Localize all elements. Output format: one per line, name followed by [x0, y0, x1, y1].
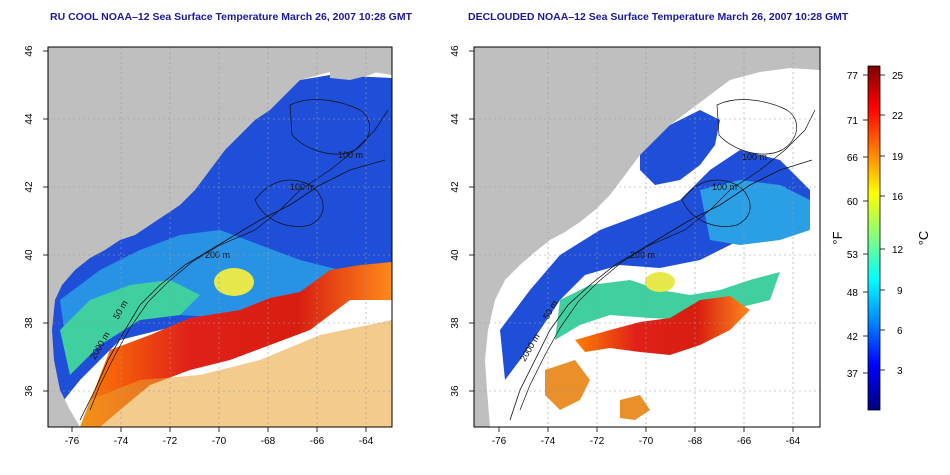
left-y-tick: 38	[24, 317, 35, 329]
left-y-tick: 46	[24, 45, 35, 57]
right-contour-deep	[509, 159, 813, 421]
left-y-tick: 42	[24, 181, 35, 193]
left-x-tick: -70	[212, 436, 227, 447]
left-y-tick-labels: 36 38 40 42 44 46	[24, 45, 35, 397]
left-contour-label: 100 m	[338, 150, 363, 160]
colorbar-celsius-ticks: 25 22 19 16 12 9 6 3	[892, 71, 904, 377]
fahrenheit-tick: 71	[847, 116, 859, 127]
fahrenheit-tick: 37	[847, 369, 859, 380]
right-contour-label: 100 m	[742, 152, 767, 162]
left-gulf-stream	[80, 262, 392, 427]
fahrenheit-tick: 48	[847, 288, 859, 299]
fahrenheit-tick: 60	[847, 197, 859, 208]
right-contour-label: 200 m	[630, 250, 655, 260]
right-contour-bank	[681, 179, 751, 227]
right-map-title: DECLOUDED NOAA–12 Sea Surface Temperatur…	[468, 11, 849, 23]
left-map-title: RU COOL NOAA–12 Sea Surface Temperature …	[50, 11, 413, 23]
left-x-tick: -74	[114, 436, 129, 447]
right-y-tick: 44	[450, 113, 461, 125]
celsius-tick: 19	[892, 152, 904, 163]
left-mid-water	[60, 230, 392, 370]
left-x-tick: -72	[163, 436, 178, 447]
right-land	[474, 47, 820, 427]
celsius-label: °C	[916, 231, 931, 246]
colorbar-gradient	[867, 65, 881, 411]
left-x-tick: -64	[359, 436, 374, 447]
left-contour-label: 100 m	[290, 182, 315, 192]
fahrenheit-label: °F	[830, 231, 845, 244]
right-map: 100 m 100 m 200 m 50 m 2000 m -76 -74	[450, 45, 821, 447]
left-axis-ticks	[43, 50, 367, 432]
right-x-tick: -68	[688, 436, 703, 447]
left-contour-bank	[254, 179, 324, 227]
left-land	[48, 47, 392, 427]
left-contour-label: 200 m	[205, 250, 230, 260]
right-x-tick-labels: -76 -74 -72 -70 -68 -66 -64	[492, 436, 801, 447]
left-grid	[48, 47, 392, 427]
fahrenheit-tick: 66	[847, 153, 859, 164]
right-grid	[474, 47, 820, 427]
right-x-tick: -66	[737, 436, 752, 447]
left-map: 100 m 100 m 200 m 50 m 2000 m -76	[24, 45, 393, 447]
left-y-tick: 36	[24, 385, 35, 397]
right-mid-water	[700, 180, 810, 245]
celsius-tick: 12	[892, 245, 904, 256]
right-warm-patch	[620, 395, 650, 420]
right-contour-gulf	[716, 99, 797, 155]
left-y-tick: 40	[24, 249, 35, 261]
fahrenheit-tick: 42	[847, 332, 859, 343]
right-x-tick: -76	[492, 436, 507, 447]
left-contour-deep	[79, 159, 386, 421]
left-land-northeast	[330, 47, 392, 80]
right-y-tick: 38	[450, 317, 461, 329]
celsius-tick: 9	[897, 286, 903, 297]
right-x-tick: -70	[639, 436, 654, 447]
celsius-tick: 3	[897, 366, 903, 377]
right-contour-shelf	[519, 109, 816, 411]
left-x-tick: -66	[310, 436, 325, 447]
left-y-tick: 44	[24, 113, 35, 125]
right-x-tick: -64	[786, 436, 801, 447]
left-warm-ring	[214, 268, 254, 296]
left-shelf-water	[60, 280, 200, 375]
left-map-frame	[47, 46, 393, 428]
right-map-frame	[473, 46, 821, 428]
right-shelf-water	[555, 272, 780, 340]
right-gulf-maine-water	[640, 110, 720, 185]
left-southern-water	[80, 320, 392, 427]
left-x-tick: -76	[65, 436, 80, 447]
left-x-tick-labels: -76 -74 -72 -70 -68 -66 -64	[65, 436, 374, 447]
celsius-tick: 25	[892, 71, 904, 82]
fahrenheit-tick: 77	[847, 71, 859, 82]
right-y-tick: 42	[450, 181, 461, 193]
colorbar: 77 71 66 60 53 48 42 37 25 22 19 16 12 9…	[830, 65, 931, 411]
colorbar-fahrenheit-ticks: 77 71 66 60 53 48 42 37	[847, 71, 859, 380]
fahrenheit-tick: 53	[847, 250, 859, 261]
right-x-tick: -72	[590, 436, 605, 447]
celsius-tick: 16	[892, 192, 904, 203]
right-y-tick: 36	[450, 385, 461, 397]
left-x-tick: -68	[261, 436, 276, 447]
colorbar-ticks	[863, 74, 885, 374]
left-contour-gulf	[289, 99, 370, 155]
celsius-tick: 22	[892, 111, 904, 122]
right-axis-ticks	[469, 50, 794, 432]
celsius-tick: 6	[897, 326, 903, 337]
right-y-tick-labels: 36 38 40 42 44 46	[450, 45, 461, 397]
right-warm-patch	[545, 360, 590, 410]
right-x-tick: -74	[541, 436, 556, 447]
right-gulf-stream	[575, 296, 750, 355]
right-y-tick: 46	[450, 45, 461, 57]
right-warm-ring	[645, 272, 675, 292]
right-y-tick: 40	[450, 249, 461, 261]
left-contour-shelf	[89, 109, 389, 411]
